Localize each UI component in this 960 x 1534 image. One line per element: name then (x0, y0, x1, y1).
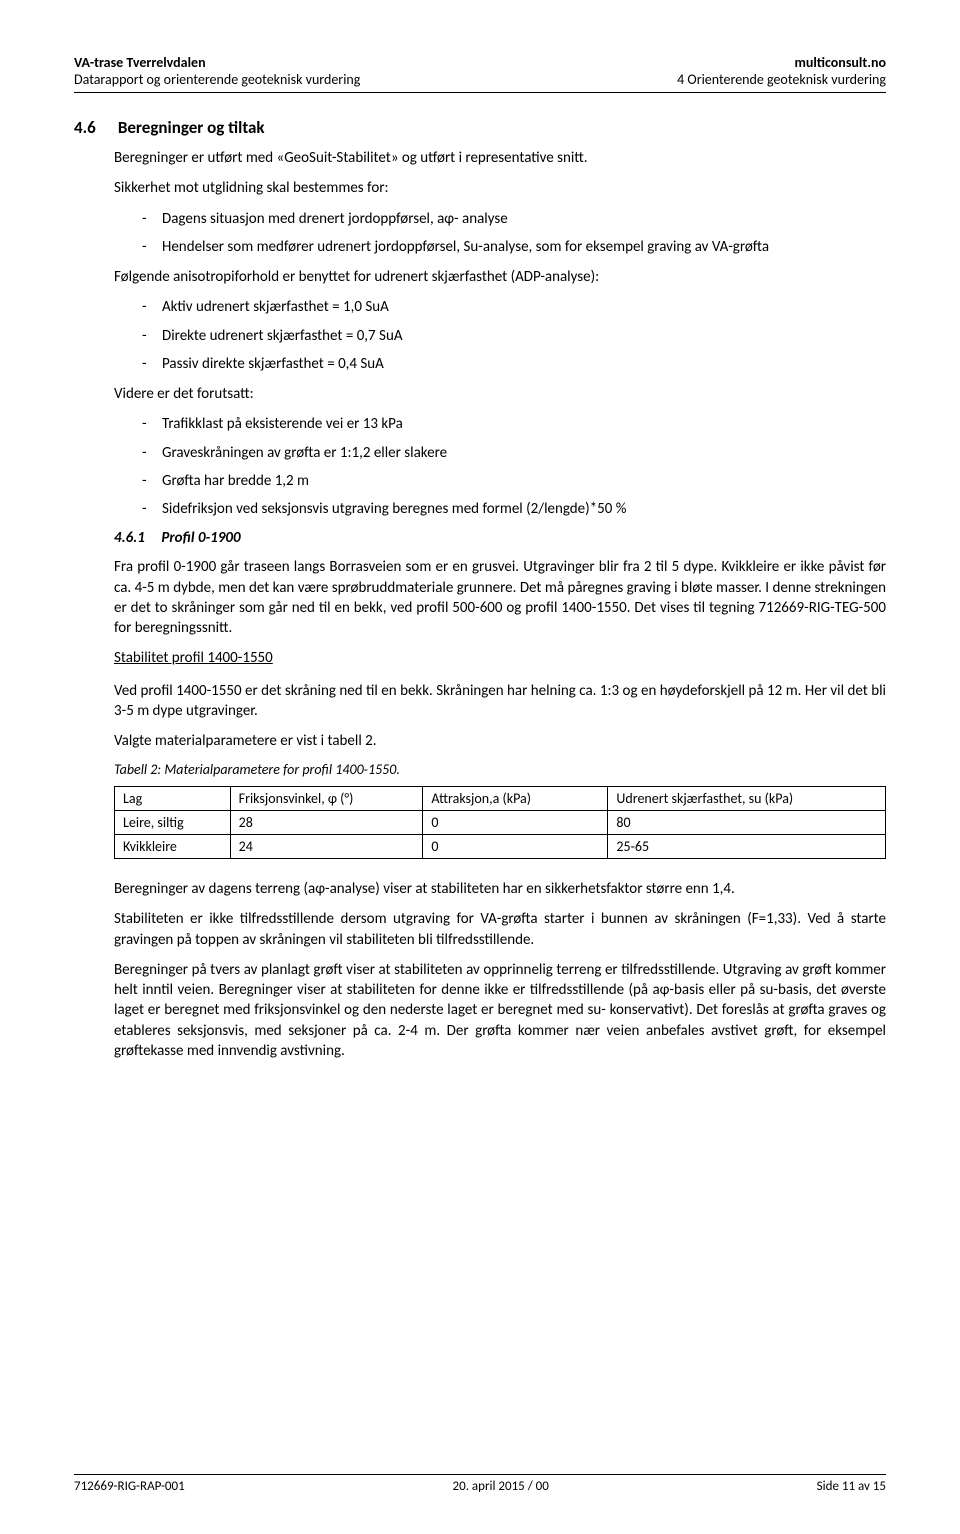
subheading-underline: Stabilitet profil 1400-1550 (114, 648, 886, 668)
table-header-row: Lag Friksjonsvinkel, φ (°) Attraksjon,a … (115, 787, 886, 811)
table-header-cell: Lag (115, 787, 231, 811)
table-cell: 80 (608, 811, 886, 835)
list-item: Direkte udrenert skjærfasthet = 0,7 SuA (142, 326, 886, 346)
table-header-cell: Udrenert skjærfasthet, su (kPa) (608, 787, 886, 811)
header-left-title: VA-trase Tverrelvdalen (74, 54, 360, 71)
list-item: Graveskråningen av grøfta er 1:1,2 eller… (142, 443, 886, 463)
table-cell: Kvikkleire (115, 835, 231, 859)
body-text: Følgende anisotropiforhold er benyttet f… (114, 267, 886, 287)
body-text: Beregninger på tvers av planlagt grøft v… (114, 960, 886, 1061)
header-left: VA-trase Tverrelvdalen Datarapport og or… (74, 54, 360, 88)
table-cell: Leire, siltig (115, 811, 231, 835)
body-text: Fra profil 0-1900 går traseen langs Borr… (114, 557, 886, 638)
heading-4-6-num: 4.6 (74, 117, 114, 138)
page-header: VA-trase Tverrelvdalen Datarapport og or… (74, 54, 886, 93)
table-row: Leire, siltig 28 0 80 (115, 811, 886, 835)
body-text: Videre er det forutsatt: (114, 384, 886, 404)
table-cell: 28 (230, 811, 423, 835)
body-text: Valgte materialparametere er vist i tabe… (114, 731, 886, 751)
header-left-sub: Datarapport og orienterende geoteknisk v… (74, 71, 360, 88)
table-header-cell: Attraksjon,a (kPa) (423, 787, 608, 811)
body-text: Beregninger er utført med «GeoSuit-Stabi… (114, 148, 886, 168)
body-text: Stabiliteten er ikke tilfredsstillende d… (114, 909, 886, 950)
table-cell: 0 (423, 811, 608, 835)
page-footer: 712669-RIG-RAP-001 20. april 2015 / 00 S… (74, 1474, 886, 1494)
bullet-list: Aktiv udrenert skjærfasthet = 1,0 SuA Di… (114, 297, 886, 374)
bullet-list: Dagens situasjon med drenert jordoppførs… (114, 209, 886, 258)
list-item: Passiv direkte skjærfasthet = 0,4 SuA (142, 354, 886, 374)
footer-right: Side 11 av 15 (817, 1479, 886, 1494)
table-row: Kvikkleire 24 0 25-65 (115, 835, 886, 859)
table-cell: 25-65 (608, 835, 886, 859)
header-right-sub: 4 Orienterende geoteknisk vurdering (677, 71, 886, 88)
bullet-list: Trafikklast på eksisterende vei er 13 kP… (114, 414, 886, 519)
heading-4-6-1-title: Profil 0-1900 (161, 529, 240, 547)
list-item: Grøfta har bredde 1,2 m (142, 471, 886, 491)
table-cell: 0 (423, 835, 608, 859)
list-item: Hendelser som medfører udrenert jordoppf… (142, 237, 886, 257)
list-item: Sidefriksjon ved seksjonsvis utgraving b… (142, 499, 886, 519)
header-right: multiconsult.no 4 Orienterende geoteknis… (677, 54, 886, 88)
list-item: Trafikklast på eksisterende vei er 13 kP… (142, 414, 886, 434)
heading-4-6-1: 4.6.1 Profil 0-1900 (114, 529, 886, 547)
heading-4-6-1-num: 4.6.1 (114, 529, 158, 547)
table-header-cell: Friksjonsvinkel, φ (°) (230, 787, 423, 811)
footer-center: 20. april 2015 / 00 (453, 1479, 549, 1494)
header-right-title: multiconsult.no (677, 54, 886, 71)
list-item: Dagens situasjon med drenert jordoppførs… (142, 209, 886, 229)
heading-4-6-title: Beregninger og tiltak (118, 117, 265, 138)
material-table: Lag Friksjonsvinkel, φ (°) Attraksjon,a … (114, 786, 886, 859)
table-cell: 24 (230, 835, 423, 859)
list-item: Aktiv udrenert skjærfasthet = 1,0 SuA (142, 297, 886, 317)
heading-4-6: 4.6 Beregninger og tiltak (74, 117, 886, 138)
table-caption: Tabell 2: Materialparametere for profil … (114, 761, 886, 780)
body-text: Ved profil 1400-1550 er det skråning ned… (114, 681, 886, 722)
body-text: Beregninger av dagens terreng (aφ-analys… (114, 879, 886, 899)
body-text: Sikkerhet mot utglidning skal bestemmes … (114, 178, 886, 198)
footer-left: 712669-RIG-RAP-001 (74, 1479, 185, 1494)
